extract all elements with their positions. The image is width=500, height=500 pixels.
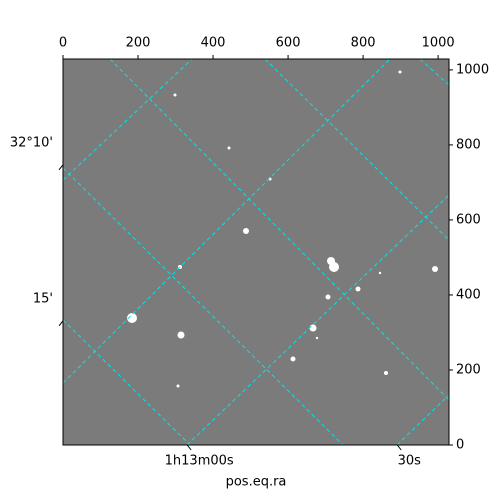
world-y-tick-label: 32°10' xyxy=(10,135,53,150)
x-axis-label: pos.eq.ra xyxy=(226,475,287,490)
y-tick-label: 0 xyxy=(456,438,464,453)
stars xyxy=(127,70,438,388)
grid-line xyxy=(63,59,193,181)
y-tick-label: 400 xyxy=(456,287,481,302)
frame xyxy=(62,58,450,446)
x-tick-label: 400 xyxy=(201,36,226,51)
y-tick-label: 800 xyxy=(456,137,481,152)
image xyxy=(63,59,449,445)
x-tick-label: 0 xyxy=(59,36,67,51)
grid-line xyxy=(63,167,344,445)
x-tick-label: 200 xyxy=(126,36,151,51)
grid-line xyxy=(396,394,449,445)
world-y-tick-label: 15' xyxy=(33,291,53,306)
x-tick-label: 600 xyxy=(276,36,301,51)
x-tick-label: 800 xyxy=(351,36,376,51)
world-x-tick-label: 1h13m00s xyxy=(165,454,234,469)
world-x-tick xyxy=(186,444,192,451)
grid-line xyxy=(186,194,449,445)
world-y-tick xyxy=(58,320,64,327)
coordinate-grid xyxy=(63,59,449,445)
world-x-tick-label: 30s xyxy=(398,454,422,469)
world-x-tick xyxy=(396,444,402,451)
y-tick-label: 200 xyxy=(456,362,481,377)
grid-line xyxy=(264,59,449,241)
world-y-tick xyxy=(58,164,64,171)
grid-line xyxy=(63,319,191,445)
x-tick-label: 1000 xyxy=(422,36,455,51)
grid-line xyxy=(109,59,449,401)
y-tick-label: 1000 xyxy=(456,62,489,77)
y-tick-label: 600 xyxy=(456,212,481,227)
